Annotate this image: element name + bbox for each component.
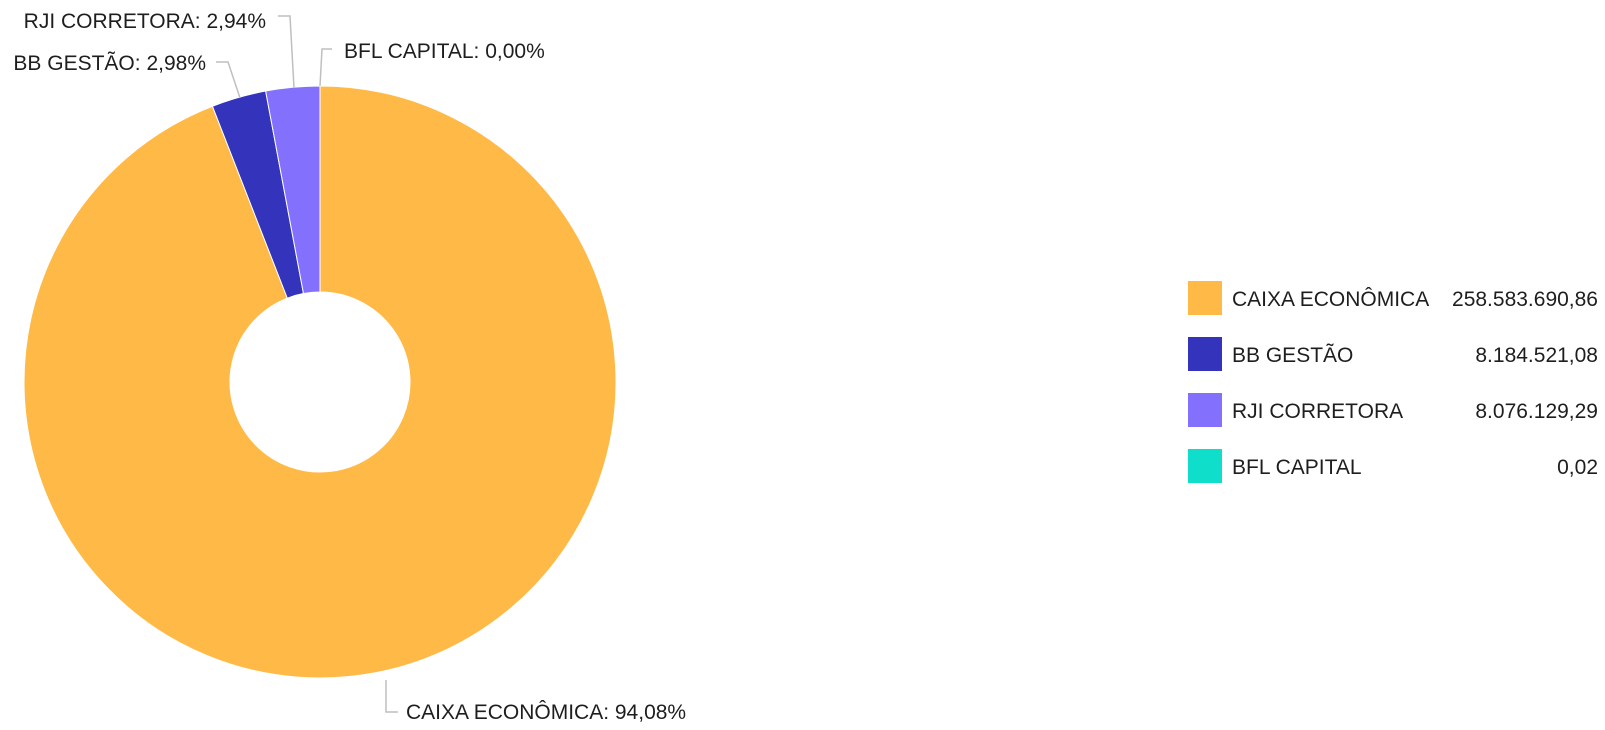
slice-label-bfl-capital: BFL CAPITAL: 0,00% [344, 40, 545, 63]
legend-item-bfl-capital[interactable]: BFL CAPITAL 0,02 [1188, 449, 1598, 483]
legend-swatch [1188, 393, 1222, 427]
legend-value: 0,02 [1557, 456, 1598, 479]
leader-line-bb-gestao [216, 61, 241, 99]
legend-swatch [1188, 337, 1222, 371]
legend-item-bb-gestao[interactable]: BB GESTÃO 8.184.521,08 [1188, 337, 1598, 371]
leader-line-rji-corretora [278, 15, 295, 89]
legend-item-caixa-economica[interactable]: CAIXA ECONÔMICA 258.583.690,86 [1188, 281, 1598, 315]
donut-slices [23, 85, 617, 679]
slice-label-bb-gestao: BB GESTÃO: 2,98% [13, 51, 206, 75]
leader-line-bfl-capital [319, 48, 332, 87]
legend-value: 8.076.129,29 [1475, 400, 1598, 423]
slice-label-caixa-economica: CAIXA ECONÔMICA: 94,08% [406, 701, 686, 724]
legend-swatch [1188, 449, 1222, 483]
legend-item-rji-corretora[interactable]: RJI CORRETORA 8.076.129,29 [1188, 393, 1598, 427]
legend-value: 258.583.690,86 [1452, 288, 1598, 311]
slice-rji-corretora[interactable] [265, 85, 321, 295]
legend-value: 8.184.521,08 [1475, 344, 1598, 367]
legend-label: RJI CORRETORA [1232, 400, 1403, 423]
legend-label: BFL CAPITAL [1232, 456, 1362, 479]
leader-line-caixa-economica [385, 680, 398, 713]
slice-caixa-economica[interactable] [23, 85, 617, 679]
slice-labels: CAIXA ECONÔMICA: 94,08% BB GESTÃO: 2,98% R… [13, 10, 686, 724]
slice-label-rji-corretora: RJI CORRETORA: 2,94% [24, 10, 266, 33]
legend: CAIXA ECONÔMICA 258.583.690,86 BB GESTÃO 8.… [1188, 281, 1598, 483]
legend-label: BB GESTÃO [1232, 343, 1353, 367]
legend-swatch [1188, 281, 1222, 315]
legend-label: CAIXA ECONÔMICA [1232, 288, 1429, 311]
